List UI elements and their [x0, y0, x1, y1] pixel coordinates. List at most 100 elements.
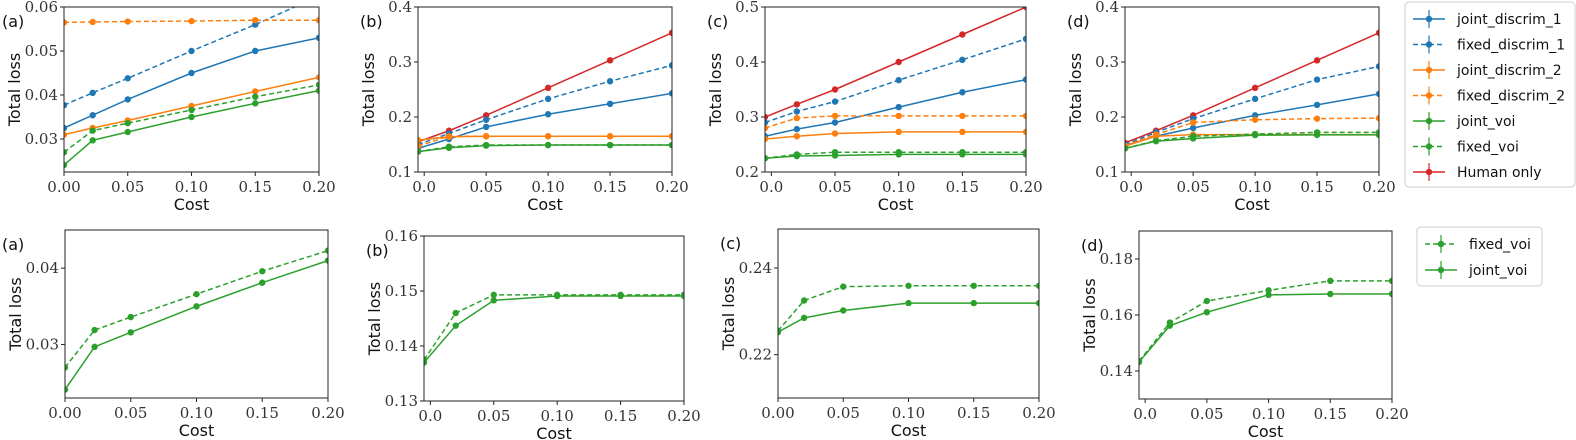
y-axis-label: Total loss — [359, 53, 378, 127]
data-point-fixed_voi — [482, 141, 490, 149]
data-point-joint_voi — [259, 279, 266, 286]
data-point-joint_voi — [680, 292, 684, 300]
data-point-fixed_voi — [1203, 297, 1211, 305]
x-tick-label: 0.15 — [239, 178, 272, 196]
series-line-Human only — [765, 7, 1026, 118]
data-point-joint_voi — [315, 87, 319, 94]
data-point-joint_voi — [452, 322, 459, 329]
data-point-joint_voi — [124, 128, 131, 136]
data-point-Human only — [831, 86, 839, 93]
panel-label: (a) — [2, 235, 24, 254]
data-point-fixed_voi — [1327, 277, 1334, 285]
data-point-fixed_discrim_2 — [1189, 119, 1197, 126]
x-tick-label: 0.0 — [412, 178, 436, 196]
data-point-joint_voi — [1125, 145, 1129, 152]
series-group — [778, 282, 1039, 336]
data-point-fixed_discrim_1 — [482, 116, 490, 123]
y-tick-label: 0.04 — [25, 86, 58, 104]
legend-label: Human only — [1457, 165, 1542, 181]
data-point-joint_voi — [1166, 322, 1174, 329]
legend-marker — [1425, 117, 1433, 125]
legend-item: fixed_discrim_2 — [1413, 86, 1565, 105]
series-line-joint_voi — [765, 153, 1026, 159]
data-point-fixed_voi — [64, 149, 68, 156]
legend-label: fixed_voi — [1469, 237, 1531, 253]
panel-label: (b) — [366, 241, 389, 260]
data-point-fixed_discrim_1 — [64, 101, 68, 109]
data-point-fixed_discrim_2 — [1375, 114, 1379, 122]
x-tick-label: 0.10 — [531, 178, 564, 196]
data-point-joint_voi — [89, 137, 96, 144]
x-tick-label: 0.20 — [302, 178, 335, 196]
data-point-fixed_discrim_2 — [1251, 116, 1259, 123]
series-line-fixed_voi — [765, 151, 1026, 159]
series-line-joint_discrim_1 — [765, 78, 1026, 137]
data-point-joint_voi — [800, 314, 808, 322]
x-axis-label: Cost — [891, 421, 927, 440]
legend-marker — [1437, 240, 1445, 248]
series-line-Human only — [418, 32, 672, 143]
x-tick-label: 0.05 — [477, 407, 510, 425]
y-tick-label: 0.06 — [25, 0, 58, 16]
x-tick-label: 0.00 — [47, 178, 80, 196]
data-point-fixed_voi — [315, 81, 319, 89]
data-point-Human only — [895, 58, 902, 66]
data-point-fixed_discrim_2 — [765, 124, 769, 132]
data-point-joint_discrim_2 — [831, 130, 839, 137]
x-tick-label: 0.15 — [1314, 405, 1347, 423]
data-point-joint_voi — [424, 359, 428, 366]
y-tick-label: 0.16 — [1100, 306, 1133, 324]
data-point-fixed_voi — [252, 93, 259, 100]
y-tick-label: 0.14 — [385, 337, 418, 355]
data-point-joint_voi — [188, 113, 195, 121]
y-tick-label: 0.2 — [388, 108, 412, 126]
series-line-joint_voi — [64, 89, 319, 166]
data-point-joint_voi — [1035, 299, 1039, 307]
series-line-joint_voi — [65, 259, 328, 391]
data-point-fixed_voi — [800, 297, 808, 304]
series-line-fixed_discrim_1 — [765, 38, 1026, 124]
subplot-6: 0.00 0.05 0.10 0.15 0.20 0.22 0.24 Cost Total lo… — [719, 228, 1056, 440]
data-point-Human only — [1375, 29, 1379, 37]
panel-label: (d) — [1067, 12, 1090, 31]
series-line-fixed_discrim_2 — [765, 115, 1026, 129]
data-point-joint_discrim_1 — [1022, 76, 1026, 83]
x-tick-label: 0.15 — [946, 178, 979, 196]
data-point-joint_discrim_2 — [895, 128, 902, 136]
legend-item: fixed_discrim_1 — [1413, 35, 1565, 54]
x-tick-label: 0.10 — [180, 404, 213, 422]
data-point-joint_discrim_2 — [252, 88, 259, 95]
y-tick-label: 0.15 — [385, 282, 418, 300]
data-point-fixed_voi — [1035, 282, 1039, 289]
axes-frame — [764, 6, 1027, 173]
series-line-fixed_discrim_1 — [1125, 65, 1379, 146]
data-point-fixed_discrim_1 — [89, 89, 96, 97]
series-group — [64, 7, 319, 169]
data-point-joint_discrim_1 — [831, 119, 839, 126]
series-group — [1139, 277, 1392, 366]
data-point-joint_discrim_1 — [124, 96, 131, 103]
x-tick-label: 0.05 — [114, 404, 147, 422]
x-tick-label: 0.20 — [667, 407, 700, 425]
data-point-fixed_discrim_1 — [1251, 95, 1259, 103]
y-tick-label: 0.04 — [26, 259, 59, 277]
data-point-joint_voi — [765, 155, 769, 162]
series-line-fixed_voi — [64, 84, 319, 153]
series-group — [424, 291, 684, 366]
data-point-fixed_voi — [91, 326, 98, 334]
data-point-joint_discrim_1 — [1251, 112, 1259, 119]
data-point-fixed_discrim_1 — [959, 56, 966, 63]
data-point-joint_voi — [831, 152, 839, 159]
data-point-fixed_discrim_2 — [418, 142, 422, 150]
legend-label: joint_discrim_2 — [1456, 63, 1562, 79]
y-tick-label: 0.3 — [388, 53, 412, 71]
data-point-fixed_discrim_2 — [1313, 115, 1321, 122]
data-point-fixed_discrim_1 — [1375, 63, 1379, 70]
data-point-joint_voi — [252, 100, 259, 107]
data-point-fixed_voi — [490, 291, 497, 299]
axes-frame — [423, 235, 685, 402]
y-tick-label: 0.4 — [388, 0, 412, 16]
data-point-joint_voi — [1327, 290, 1334, 298]
legend-label: fixed_discrim_1 — [1457, 38, 1565, 54]
data-point-Human only — [482, 112, 490, 119]
